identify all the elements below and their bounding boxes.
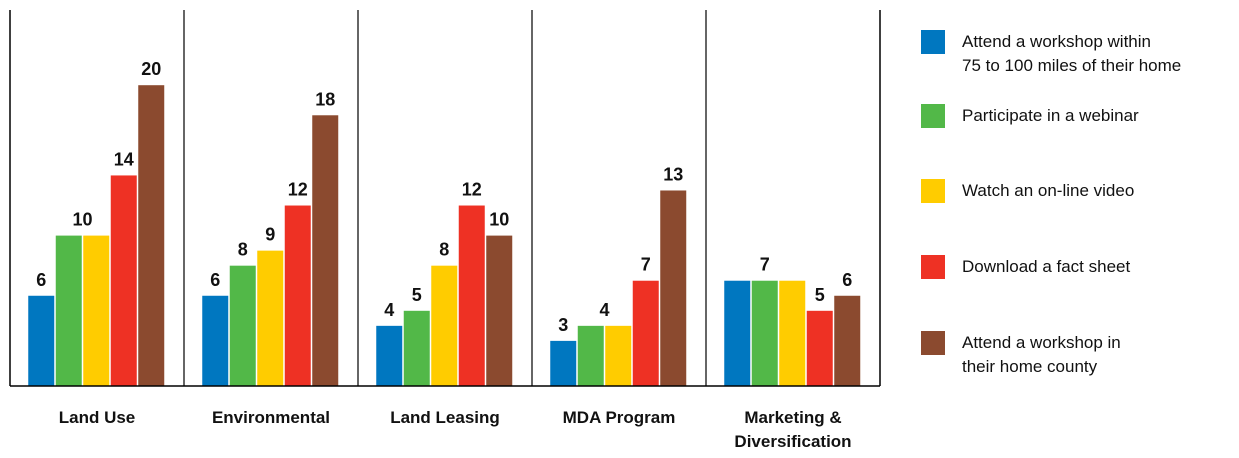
legend-swatch: [921, 331, 945, 355]
legend-label: Participate in a webinar: [962, 106, 1139, 125]
data-label: 18: [315, 89, 335, 109]
bar: [55, 235, 82, 386]
bar: [751, 280, 778, 386]
legend-swatch: [921, 255, 945, 279]
x-tick-label: Land Leasing: [390, 408, 500, 427]
data-label: 8: [439, 240, 449, 260]
bar: [110, 175, 137, 386]
legend-label: Attend a workshop in their home county: [962, 333, 1121, 376]
legend-item: Attend a workshop within 75 to 100 miles…: [921, 30, 1181, 78]
data-label: 10: [489, 210, 509, 230]
data-label: 14: [114, 149, 134, 169]
bar: [229, 265, 256, 386]
bar: [486, 235, 513, 386]
bar: [28, 295, 55, 386]
data-label: 9: [265, 225, 275, 245]
data-label: 5: [815, 285, 825, 305]
bar: [202, 295, 229, 386]
legend-swatch: [921, 179, 945, 203]
bar: [83, 235, 110, 386]
data-label: 12: [288, 180, 308, 200]
data-label: 6: [210, 270, 220, 290]
bar: [431, 265, 458, 386]
bar: [724, 280, 751, 386]
data-label: 4: [599, 300, 609, 320]
legend-label: Attend a workshop within 75 to 100 miles…: [962, 32, 1182, 75]
legend-label: Watch an on-line video: [962, 181, 1135, 200]
data-label: 6: [842, 270, 852, 290]
x-tick-label: Marketing & Diversification: [734, 408, 852, 451]
data-label: 6: [36, 270, 46, 290]
bar: [577, 325, 604, 386]
x-tick-label: MDA Program: [562, 408, 676, 427]
data-label: 8: [238, 240, 248, 260]
data-label: 3: [558, 315, 568, 335]
bar: [550, 340, 577, 386]
legend-item: Watch an on-line video: [921, 179, 1134, 203]
bar: [779, 280, 806, 386]
data-label: 10: [72, 210, 92, 230]
legend-item: Attend a workshop in their home county: [921, 331, 1121, 379]
bar: [660, 190, 687, 386]
legend-label: Download a fact sheet: [962, 257, 1131, 276]
legend-swatch: [921, 30, 945, 54]
bar: [403, 310, 430, 386]
x-tick-label: Environmental: [211, 408, 331, 427]
bar: [376, 325, 403, 386]
legend-item: Participate in a webinar: [921, 104, 1139, 128]
legend-item: Download a fact sheet: [921, 255, 1130, 279]
bar: [834, 295, 861, 386]
data-label: 7: [641, 255, 651, 275]
bar: [257, 250, 284, 386]
bar: [284, 205, 311, 386]
data-label: 5: [412, 285, 422, 305]
bar: [312, 115, 339, 386]
x-tick-label: Land Use: [58, 408, 136, 427]
data-label: 12: [462, 180, 482, 200]
bar: [605, 325, 632, 386]
data-label: 7: [760, 255, 770, 275]
legend-swatch: [921, 104, 945, 128]
bar: [458, 205, 485, 386]
data-label: 20: [141, 59, 161, 79]
bar: [806, 310, 833, 386]
data-label: 4: [384, 300, 394, 320]
bar: [632, 280, 659, 386]
bar: [138, 85, 165, 386]
data-label: 13: [663, 164, 683, 184]
